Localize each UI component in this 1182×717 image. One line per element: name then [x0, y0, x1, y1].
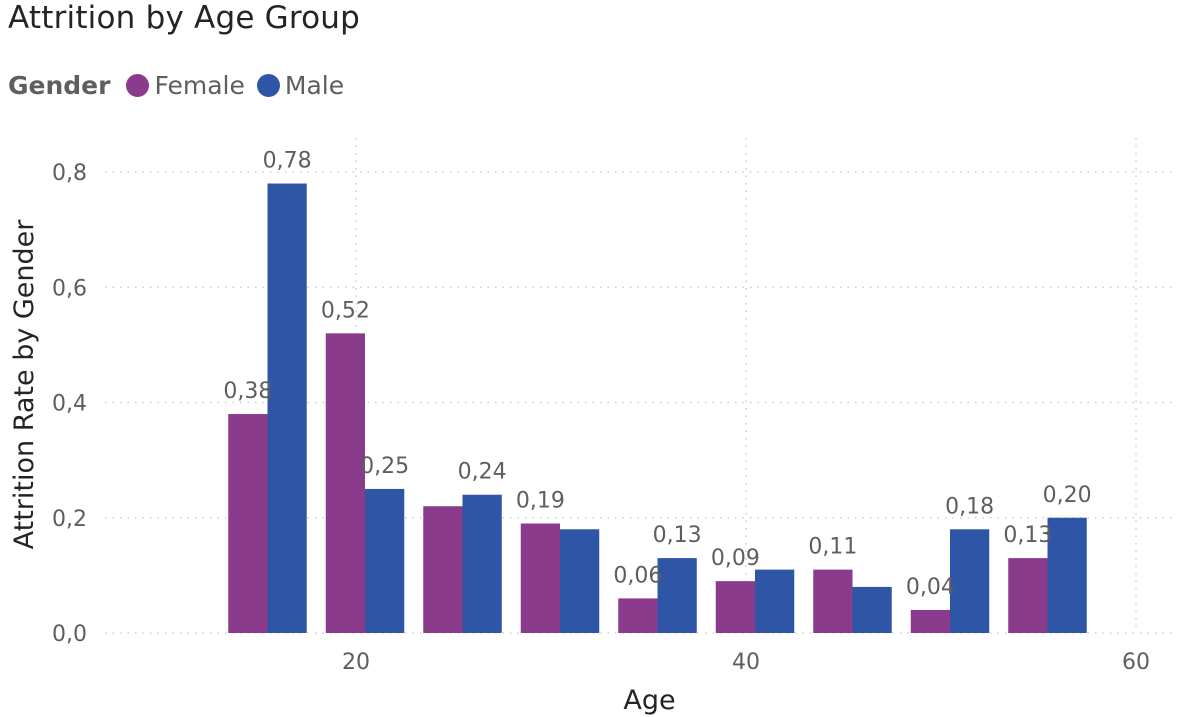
x-axis-title: Age: [623, 685, 675, 716]
legend-male-marker: [256, 73, 280, 97]
bar-female[interactable]: [1008, 558, 1048, 633]
y-tick-label: 0,8: [52, 161, 87, 186]
y-axis-title: Attrition Rate by Gender: [9, 219, 40, 550]
x-tick-label: 20: [342, 650, 370, 675]
y-tick-label: 0,0: [52, 622, 87, 647]
chart-title: Attrition by Age Group: [8, 0, 361, 36]
bar-female[interactable]: [813, 569, 853, 633]
legend: Gender Female Male: [8, 68, 356, 102]
data-label-male: 0,18: [945, 494, 994, 519]
legend-female-marker: [126, 73, 150, 97]
bar-male[interactable]: [365, 488, 405, 633]
data-label-male: 0,25: [360, 454, 409, 479]
bar-male[interactable]: [950, 529, 990, 633]
data-label-male: 0,13: [653, 523, 702, 548]
data-labels: 0,38 0,78 0,52 0,25 0,24 0,19 0,06 0,13 0,09 0,11…: [223, 149, 1091, 600]
bar-female[interactable]: [325, 333, 365, 633]
x-tick-label: 60: [1122, 650, 1150, 675]
bar-male[interactable]: [755, 569, 795, 633]
legend-title: Gender: [8, 70, 111, 100]
bar-male[interactable]: [267, 183, 307, 633]
data-label-female: 0,11: [808, 535, 857, 560]
bar-male[interactable]: [657, 558, 697, 633]
bar-male[interactable]: [852, 586, 892, 633]
data-label-female: 0,13: [1003, 523, 1052, 548]
bars: [228, 183, 1087, 633]
bar-female[interactable]: [228, 414, 268, 633]
data-label-male: 0,78: [263, 149, 312, 174]
data-label-male: 0,24: [458, 460, 507, 485]
data-label-female: 0,06: [613, 563, 662, 588]
bar-male[interactable]: [1047, 517, 1087, 633]
bar-female[interactable]: [520, 523, 560, 633]
data-label-male: 0,20: [1043, 483, 1092, 508]
data-label-female: 0,04: [906, 575, 955, 600]
axis-ticks: 0,0 0,2 0,4 0,6 0,8 20 40 60: [52, 161, 1150, 675]
legend-item-male[interactable]: Male: [256, 70, 345, 100]
bar-female[interactable]: [618, 598, 658, 633]
data-label-female: 0,52: [321, 298, 370, 323]
y-tick-label: 0,4: [52, 392, 87, 417]
data-label-female: 0,09: [711, 546, 760, 571]
data-label-female: 0,19: [516, 489, 565, 514]
y-tick-label: 0,2: [52, 507, 87, 532]
legend-item-female[interactable]: Female: [126, 70, 245, 100]
x-tick-label: 40: [732, 650, 760, 675]
data-label-female: 0,38: [223, 379, 272, 404]
bar-male[interactable]: [560, 529, 600, 633]
bar-male[interactable]: [462, 494, 502, 633]
bar-female[interactable]: [910, 609, 950, 633]
bar-female[interactable]: [715, 581, 755, 633]
legend-male-label: Male: [284, 70, 345, 100]
legend-female-label: Female: [154, 70, 245, 100]
bar-female[interactable]: [423, 506, 463, 633]
y-tick-label: 0,6: [52, 276, 87, 301]
